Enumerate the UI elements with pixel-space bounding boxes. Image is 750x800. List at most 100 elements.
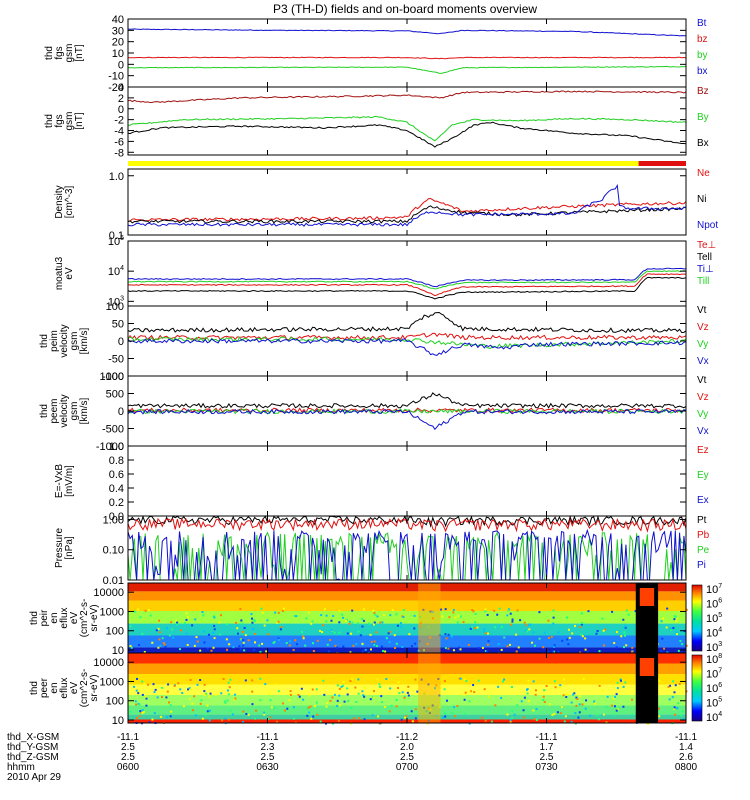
peir_spectrogram-speck [239, 648, 242, 651]
peir_spectrogram-speck [196, 640, 199, 643]
fgs-ylabel-line: gsm [64, 44, 75, 63]
peir_spectrogram-speck [566, 638, 569, 641]
peer_spectrogram-speck [371, 714, 374, 717]
peir_spectrogram-speck [265, 650, 268, 653]
peir_spectrogram-speck [506, 614, 509, 617]
fgs-legend-bx: bx [697, 66, 708, 77]
plot-title: P3 (TH-D) fields and on-board moments ov… [273, 2, 537, 16]
peer_spectrogram-speck [631, 713, 634, 716]
peer_spectrogram-speck [464, 691, 467, 694]
peir_spectrogram-speck [228, 643, 231, 646]
peer_spectrogram-speck [306, 714, 309, 717]
peer_spectrogram-speck [362, 694, 365, 697]
peer_spectrogram-speck [620, 679, 623, 682]
peir_spectrogram-speck [528, 628, 531, 631]
fgs_zoom-ylabel: thd fgs gsm [nT] [44, 112, 85, 131]
peer_spectrogram-speck [410, 710, 413, 713]
peim_velocity-series-Vt [127, 311, 687, 334]
pressure-legend-Pe: Pe [697, 545, 710, 556]
peer_spectrogram-speck [594, 702, 597, 705]
peir_spectrogram-speck [571, 632, 574, 635]
peir_spectrogram-speck [207, 633, 210, 636]
pressure-legend-Pb: Pb [697, 530, 710, 541]
peir_spectrogram-ylabel-line: (cm^2-s- [79, 599, 90, 638]
peir_spectrogram-speck [627, 613, 630, 616]
peer_spectrogram-speck [141, 711, 144, 714]
x-row-value: 2.0 [400, 742, 414, 753]
peer_spectrogram-speck [416, 690, 419, 693]
peir_spectrogram-speck [203, 641, 206, 644]
peir_spectrogram-speck [384, 650, 387, 653]
peir_spectrogram-speck [634, 610, 637, 613]
e_field-ytick-label: 0.6 [109, 469, 124, 481]
peir_spectrogram-speck [213, 628, 216, 631]
peir_spectrogram-speck [332, 615, 335, 618]
peir_spectrogram-ytick-label: 1000 [100, 606, 124, 618]
peer_spectrogram-speck [226, 689, 229, 692]
peer_spectrogram-speck [597, 718, 600, 721]
peir_spectrogram-speck [242, 639, 245, 642]
peer_spectrogram-speck [615, 709, 618, 712]
x-row-value: -11.2 [396, 732, 418, 743]
peir_spectrogram-speck [476, 626, 479, 629]
peer_spectrogram-speck [678, 682, 681, 685]
peir_spectrogram-speck [238, 645, 241, 648]
fgs-ylabel-line: [nT] [74, 44, 85, 61]
peer_spectrogram-speck [333, 693, 336, 696]
peir_spectrogram-speck [155, 629, 158, 632]
peer_spectrogram-speck [533, 718, 536, 721]
peer_spectrogram-speck [129, 710, 132, 713]
peer_spectrogram-speck [188, 687, 191, 690]
pressure-ytick-label: 0.01 [103, 575, 124, 587]
x-row-label: hhmm [7, 762, 35, 773]
peir_spectrogram-speck [452, 608, 455, 611]
x-row-value: -11.1 [117, 732, 139, 743]
peer_spectrogram-speck [170, 710, 173, 713]
peir_spectrogram-speck [497, 643, 500, 646]
temperature-ytick-label: 104 [108, 265, 124, 278]
peer_spectrogram-speck [511, 717, 514, 720]
peir_spectrogram-speck [625, 644, 628, 647]
peer_spectrogram-speck [407, 694, 410, 697]
peir_spectrogram-speck [272, 641, 275, 644]
pressure-ytick-label: 0.10 [103, 545, 124, 557]
peer_spectrogram-speck [463, 678, 466, 681]
peer_spectrogram-speck [331, 722, 334, 725]
peir_spectrogram-speck [158, 619, 161, 622]
peer_spectrogram-speck [380, 695, 383, 698]
density-legend-Ni: Ni [697, 194, 706, 205]
fgs_zoom-ytick-label: -6 [114, 136, 124, 148]
peer_spectrogram-speck [156, 685, 159, 688]
peer_spectrogram-speck [388, 710, 391, 713]
peir_spectrogram-speck [410, 645, 413, 648]
peer_spectrogram-speck [206, 704, 209, 707]
peir_spectrogram-speck [459, 648, 462, 651]
peir_spectrogram-speck [213, 624, 216, 627]
peir_spectrogram-speck [373, 611, 376, 614]
peer_spectrogram-speck [329, 699, 332, 702]
peer_spectrogram-speck [545, 685, 548, 688]
panel-fgs_zoom: Bz By Bx 420-2-4-6-8 thd fgs gsm [nT] [44, 82, 709, 166]
peer_spectrogram-speck [190, 688, 193, 691]
peir_spectrogram-speck [487, 640, 490, 643]
peir_spectrogram-speck [225, 638, 228, 641]
peer_spectrogram-speck [203, 690, 206, 693]
peim_velocity-ylabel-line: peim [49, 330, 60, 352]
fgs-ytick-label: 0 [118, 59, 124, 71]
peer_spectrogram-speck [562, 694, 565, 697]
peir_spectrogram-speck [385, 637, 388, 640]
peir_spectrogram-speck [370, 640, 373, 643]
peir_spectrogram-speck [311, 620, 314, 623]
peir_spectrogram-speck [157, 646, 160, 649]
density-ylabel-line: Density [54, 185, 65, 218]
density-ytick-label: 0.1 [109, 230, 124, 242]
peer_spectrogram-speck [668, 698, 671, 701]
peer_spectrogram-speck [141, 709, 144, 712]
peer_spectrogram-speck [300, 687, 303, 690]
peir_spectrogram-speck [493, 626, 496, 629]
peer_spectrogram-speck [191, 702, 194, 705]
peir_spectrogram-ylabel-line: en [49, 612, 60, 623]
peir_spectrogram-speck [164, 645, 167, 648]
peir_spectrogram-speck [218, 621, 221, 624]
